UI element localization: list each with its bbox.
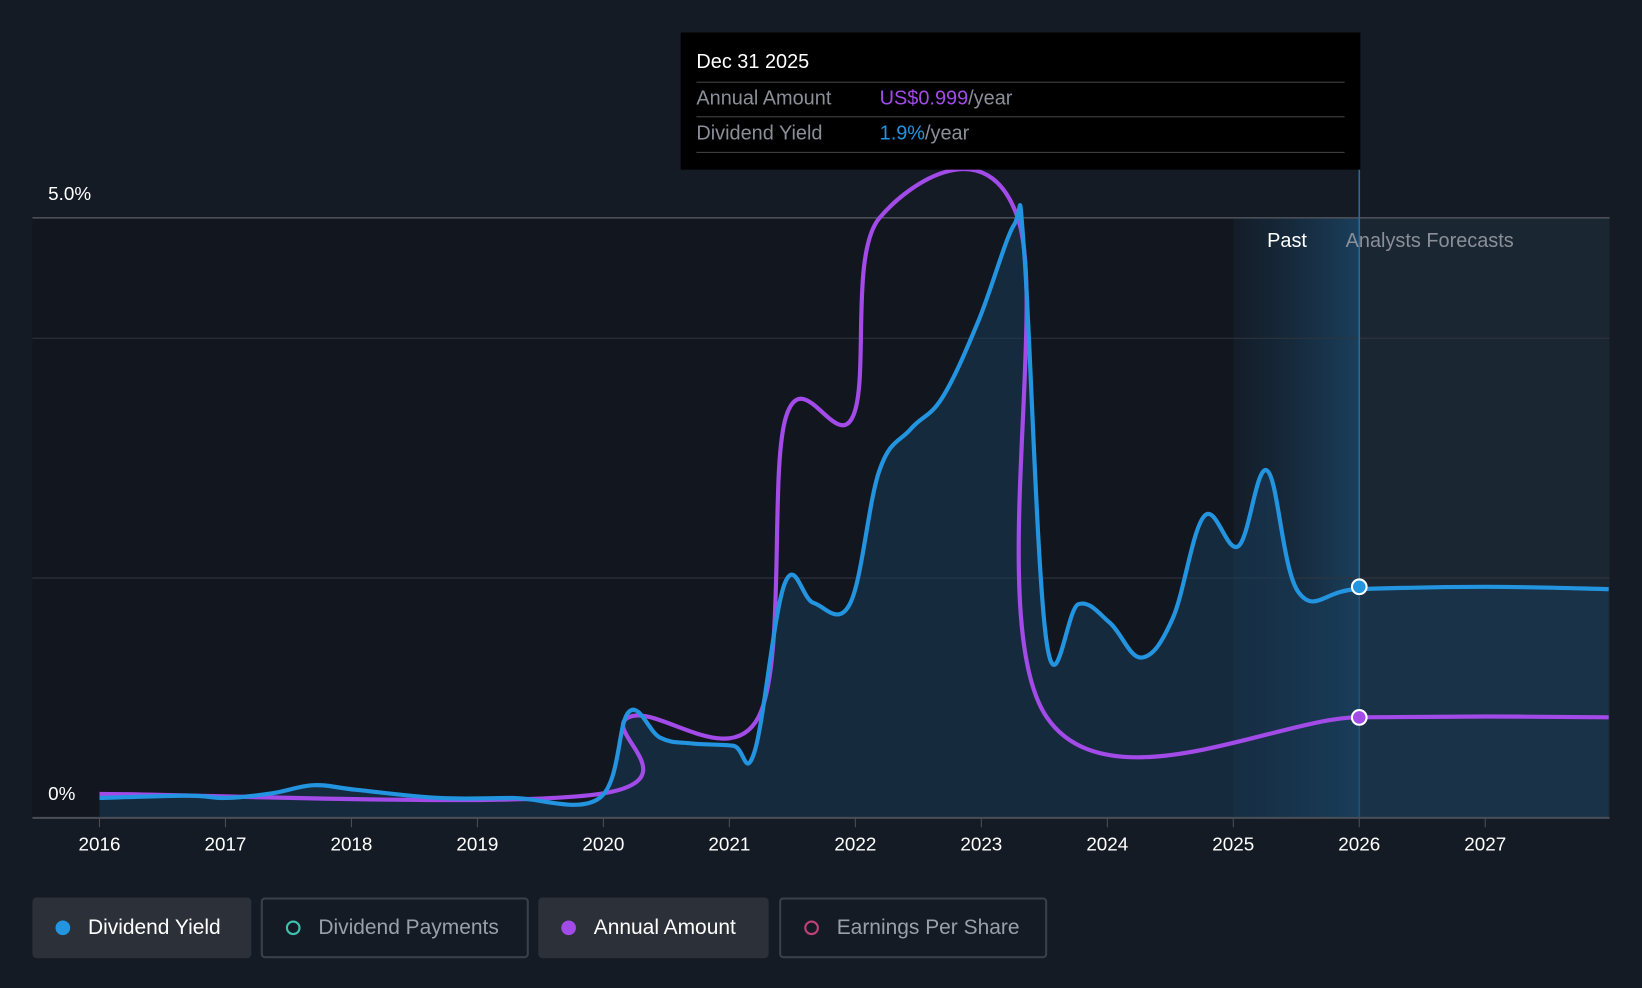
x-tick-label: 2022: [834, 833, 877, 855]
x-tick-label: 2021: [708, 833, 751, 855]
y-tick-label: 5.0%: [48, 183, 92, 205]
legend-label: Earnings Per Share: [836, 915, 1020, 939]
legend-label: Annual Amount: [593, 915, 736, 939]
x-tick-label: 2018: [330, 833, 373, 855]
forecast-region-label: Analysts Forecasts: [1345, 230, 1514, 253]
tooltip-label: Annual Amount: [696, 87, 832, 110]
tooltip-value: US$0.999: [879, 87, 969, 110]
tooltip-value: 1.9%: [879, 122, 926, 145]
legend-earnings-per-share[interactable]: Earnings Per Share: [779, 897, 1048, 959]
dividend-yield-line: [99, 203, 1609, 807]
dividend-yield-area: [99, 205, 1609, 818]
x-tick-label: 2020: [582, 833, 625, 855]
tooltip-row-annual: Annual Amount US$0.999/year: [696, 81, 1345, 117]
legend-dividend-yield[interactable]: Dividend Yield: [32, 897, 252, 959]
tooltip-label: Dividend Yield: [696, 122, 823, 145]
x-tick-label: 2027: [1464, 833, 1507, 855]
legend-dividend-payments[interactable]: Dividend Payments: [260, 897, 529, 959]
legend-ring-icon: [285, 920, 301, 936]
x-tick-label: 2016: [78, 833, 121, 855]
tooltip-divider: [696, 151, 1345, 153]
x-tick-label: 2017: [204, 833, 247, 855]
legend-ring-icon: [804, 920, 819, 936]
x-tick-label: 2019: [456, 833, 499, 855]
x-tick-label: 2025: [1212, 833, 1255, 855]
annual-amount-line: [99, 167, 1609, 803]
legend-label: Dividend Yield: [87, 915, 221, 939]
tooltip-date: Dec 31 2025: [696, 51, 810, 74]
tooltip-row-yield: Dividend Yield 1.9%/year: [696, 116, 1345, 151]
legend-dot-icon: [561, 920, 576, 936]
legend-label: Dividend Payments: [318, 915, 499, 939]
x-tick-label: 2024: [1086, 833, 1129, 855]
dividend-yield-highlight-point[interactable]: [1350, 578, 1368, 596]
past-region-label: Past: [1267, 230, 1307, 253]
x-tick-label: 2023: [960, 833, 1003, 855]
tooltip-suffix: /year: [968, 87, 1013, 110]
tooltip-suffix: /year: [925, 122, 970, 145]
annual-amount-highlight-point[interactable]: [1350, 709, 1368, 726]
legend-annual-amount[interactable]: Annual Amount: [538, 897, 769, 959]
legend-dot-icon: [55, 920, 71, 936]
tooltip: Dec 31 2025 Annual Amount US$0.999/year D…: [680, 32, 1361, 170]
y-tick-label: 0%: [48, 783, 76, 805]
x-tick-label: 2026: [1338, 833, 1381, 855]
